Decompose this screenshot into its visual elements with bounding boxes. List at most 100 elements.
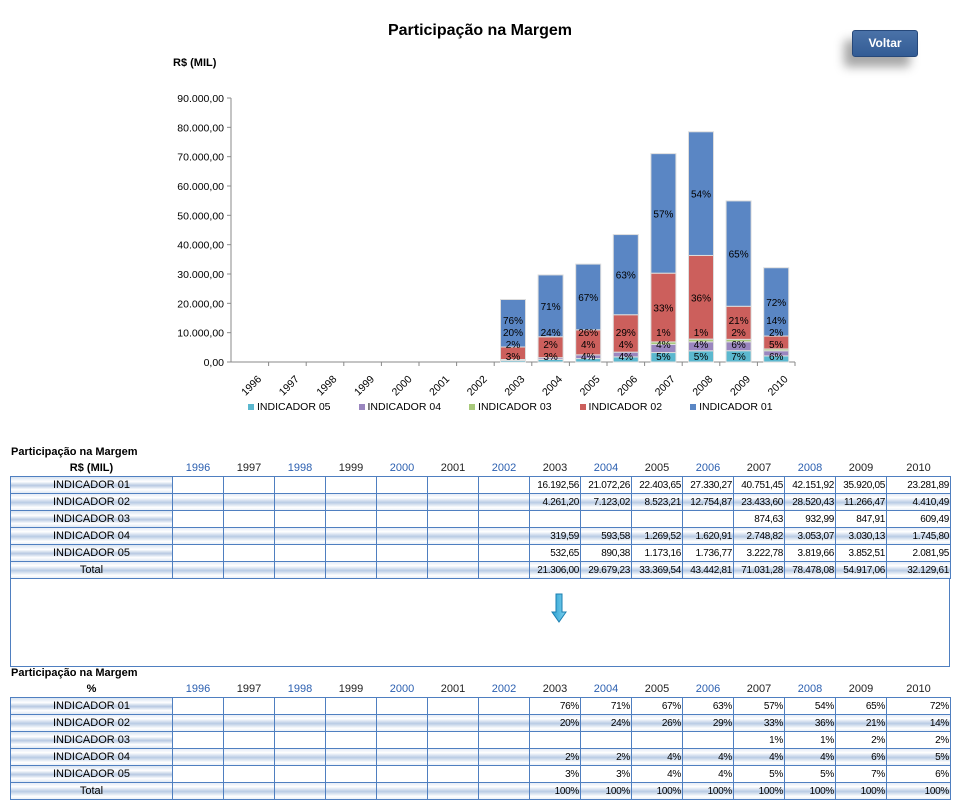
table-cell [172, 476, 224, 494]
row-label: Total [10, 782, 173, 800]
table-cell: 2.081,95 [886, 544, 951, 562]
table-cell [427, 782, 479, 800]
data-label: 76% [503, 316, 523, 327]
table-cell [529, 731, 581, 749]
table-row: INDICADOR 02 4.261,20 7.123,02 8.523,21 12.7… [10, 493, 951, 511]
table-cell: 932,99 [784, 510, 836, 528]
table-row: INDICADOR 01 16.192,56 21.072,26 22.403,65 2… [10, 476, 951, 494]
table-cell [172, 510, 224, 528]
bar-segment-indicador-02 [612, 314, 639, 353]
table-cell [376, 697, 428, 715]
year-header: 1998 [287, 683, 313, 695]
table-cell: 33% [733, 714, 785, 732]
table-cell: 2% [529, 748, 581, 766]
legend-label: INDICADOR 03 [478, 401, 552, 413]
table-cell [325, 544, 377, 562]
table-cell [274, 544, 326, 562]
data-label: 57% [653, 209, 673, 220]
table-cell: 12.754,87 [682, 493, 734, 511]
table-cell [325, 510, 377, 528]
y-tick-label: 60.000,00 [177, 181, 224, 193]
table-cell: 72% [886, 697, 951, 715]
legend-item: INDICADOR 01 [690, 401, 773, 413]
table-cell: 4% [631, 765, 683, 783]
x-tick-label: 2003 [502, 373, 527, 398]
table-cell: 3.030,13 [835, 527, 887, 545]
row-label: Total [10, 561, 173, 579]
data-label: 36% [691, 293, 711, 304]
table-cell [478, 561, 530, 579]
table-cell [325, 782, 377, 800]
table-cell [274, 510, 326, 528]
x-tick-label: 2004 [540, 373, 565, 398]
legend-label: INDICADOR 05 [257, 401, 331, 413]
table-cell: 11.266,47 [835, 493, 887, 511]
table-cell: 63% [682, 697, 734, 715]
bar-segment-indicador-01 [725, 200, 752, 307]
bar-segment-indicador-01 [537, 274, 564, 338]
year-header: 2000 [389, 462, 415, 474]
table-cell [427, 510, 479, 528]
bar-segment-indicador-01 [688, 131, 714, 256]
table-row: INDICADOR 05 532,65 890,38 1.173,16 1.736,77… [10, 544, 951, 562]
legend-item: INDICADOR 05 [248, 401, 331, 413]
table-cell [223, 697, 275, 715]
data-label: 6% [731, 340, 746, 351]
year-header: 1996 [185, 683, 211, 695]
year-header: 2003 [542, 462, 568, 474]
table-cell [172, 697, 224, 715]
year-header: 2008 [797, 683, 823, 695]
data-label: 4% [581, 352, 596, 363]
legend-item: INDICADOR 04 [358, 401, 441, 413]
legend-label: INDICADOR 01 [699, 401, 773, 413]
table-cell [172, 731, 224, 749]
year-header: 2006 [695, 462, 721, 474]
table-cell [376, 493, 428, 511]
table-cell [376, 782, 428, 800]
table-cell [223, 748, 275, 766]
table-cell [223, 765, 275, 783]
voltar-button[interactable]: Voltar [852, 30, 918, 57]
table-cell: 43.442,81 [682, 561, 734, 579]
table-cell [223, 714, 275, 732]
data-label: 4% [581, 340, 596, 351]
table-cell [172, 493, 224, 511]
table-cell [172, 714, 224, 732]
table-row: Total 21.306,00 29.679,23 33.369,54 43.442,8… [10, 561, 951, 579]
row-label: INDICADOR 04 [10, 748, 173, 766]
table-cell: 100% [835, 782, 887, 800]
table-cell [631, 731, 683, 749]
table-cell [478, 765, 530, 783]
data-label: 4% [619, 340, 634, 351]
table-cell: 21% [835, 714, 887, 732]
table-cell: 100% [886, 782, 951, 800]
bar-segment-indicador-01 [500, 299, 526, 348]
table-row: Total 100% 100% 100% 100% 100% 100% 100% 100% [10, 782, 951, 800]
table-cell: 29% [682, 714, 734, 732]
bar-segment-indicador-02 [725, 305, 752, 340]
table-cell [682, 731, 734, 749]
table-cell: 4% [733, 748, 785, 766]
table-cell: 4.261,20 [529, 493, 581, 511]
table-cell: 24% [580, 714, 632, 732]
table-cell: 5% [886, 748, 951, 766]
table-cell: 76% [529, 697, 581, 715]
table-cell: 20% [529, 714, 581, 732]
year-header: 1997 [236, 462, 262, 474]
table-cell: 100% [631, 782, 683, 800]
table-cell [325, 476, 377, 494]
table-cell [274, 697, 326, 715]
y-tick-label: 90.000,00 [177, 93, 224, 105]
year-header: 2007 [746, 683, 772, 695]
table-cell [376, 731, 428, 749]
y-tick-label: 30.000,00 [177, 269, 224, 281]
year-header: 2010 [906, 683, 931, 695]
table-cell: 8.523,21 [631, 493, 683, 511]
table-cell: 1% [784, 731, 836, 749]
table-cell: 40.751,45 [733, 476, 785, 494]
table-cell: 67% [631, 697, 683, 715]
table-cell: 3.852,51 [835, 544, 887, 562]
x-tick-label: 1996 [239, 373, 264, 398]
row-label: INDICADOR 03 [10, 731, 173, 749]
